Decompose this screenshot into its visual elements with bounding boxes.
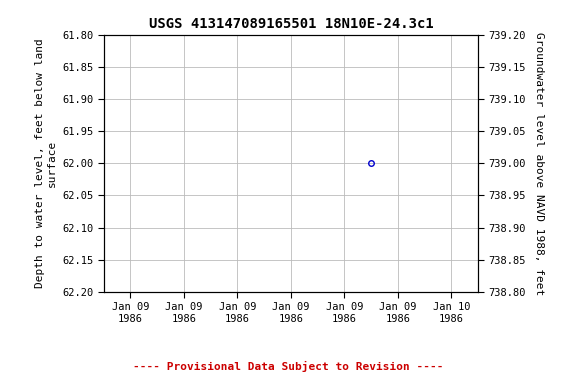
Title: USGS 413147089165501 18N10E-24.3c1: USGS 413147089165501 18N10E-24.3c1	[149, 17, 433, 31]
Y-axis label: Depth to water level, feet below land
surface: Depth to water level, feet below land su…	[35, 38, 56, 288]
Y-axis label: Groundwater level above NAVD 1988, feet: Groundwater level above NAVD 1988, feet	[535, 31, 544, 295]
Text: ---- Provisional Data Subject to Revision ----: ---- Provisional Data Subject to Revisio…	[132, 361, 444, 372]
